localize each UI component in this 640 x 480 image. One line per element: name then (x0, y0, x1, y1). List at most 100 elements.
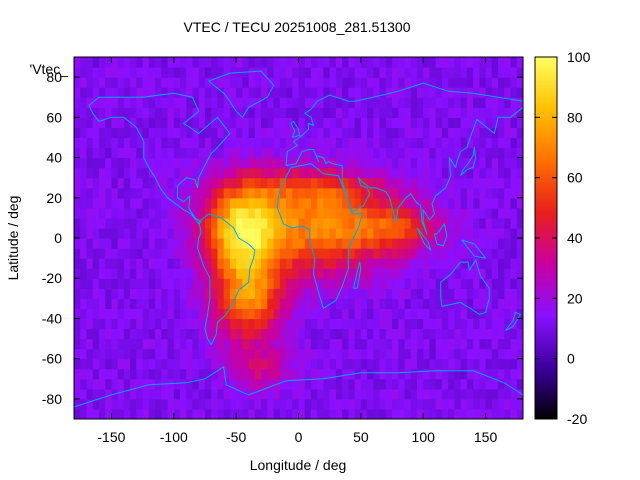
heatmap-cell (161, 288, 169, 299)
heatmap-cell (479, 398, 487, 410)
heatmap-cell (142, 298, 150, 309)
heatmap-cell (186, 57, 194, 68)
heatmap-cell (441, 338, 449, 350)
heatmap-cell (117, 358, 125, 370)
heatmap-cell (398, 308, 406, 320)
heatmap-cell (410, 227, 418, 239)
heatmap-cell (379, 77, 387, 88)
heatmap-cell (498, 77, 505, 88)
heatmap-cell (398, 127, 406, 139)
heatmap-cell (242, 197, 250, 209)
heatmap-cell (460, 378, 468, 390)
heatmap-cell (92, 298, 100, 309)
heatmap-cell (504, 238, 512, 249)
heatmap-cell (317, 157, 325, 169)
heatmap-cell (323, 107, 331, 118)
heatmap-cell (111, 328, 119, 340)
heatmap-cell (223, 378, 231, 390)
heatmap-cell (429, 227, 437, 239)
heatmap-cell (398, 117, 406, 128)
heatmap-cell (117, 107, 125, 118)
heatmap-cell (142, 258, 150, 269)
heatmap-cell (92, 408, 100, 419)
heatmap-cell (211, 288, 219, 299)
heatmap-cell (92, 348, 100, 360)
heatmap-cell (510, 177, 518, 189)
heatmap-cell (167, 338, 175, 350)
heatmap-cell (273, 368, 281, 380)
heatmap-cell (385, 398, 393, 410)
heatmap-cell (292, 157, 300, 169)
heatmap-cell (173, 298, 181, 309)
heatmap-cell (342, 157, 349, 169)
heatmap-cell (404, 308, 412, 320)
heatmap-cell (167, 348, 175, 360)
heatmap-cell (273, 117, 281, 128)
heatmap-cell (98, 308, 106, 320)
heatmap-cell (510, 308, 518, 320)
heatmap-cell (323, 137, 331, 149)
heatmap-cell (473, 378, 480, 390)
heatmap-cell (448, 147, 456, 159)
heatmap-cell (248, 268, 256, 279)
heatmap-cell (317, 298, 325, 309)
heatmap-cell (298, 278, 306, 289)
heatmap-cell (211, 137, 219, 149)
heatmap-cell (298, 137, 306, 149)
heatmap-cell (180, 388, 187, 400)
heatmap-cell (317, 67, 325, 78)
heatmap-cell (367, 408, 374, 419)
heatmap-cell (217, 258, 225, 269)
heatmap-cell (373, 328, 381, 340)
heatmap-cell (86, 227, 94, 239)
heatmap-cell (117, 258, 125, 269)
heatmap-cell (485, 207, 493, 219)
heatmap-cell (435, 358, 443, 370)
heatmap-cell (74, 248, 81, 259)
heatmap-cell (223, 338, 231, 350)
heatmap-cell (516, 147, 523, 159)
heatmap-cell (186, 137, 194, 149)
heatmap-cell (198, 278, 206, 289)
heatmap-cell (186, 67, 194, 78)
heatmap-cell (504, 117, 512, 128)
heatmap-cell (498, 288, 505, 299)
heatmap-cell (448, 177, 456, 189)
heatmap-cell (74, 227, 81, 239)
heatmap-cell (441, 217, 449, 229)
heatmap-cell (348, 97, 356, 108)
heatmap-cell (148, 137, 156, 149)
heatmap-cell (180, 207, 187, 219)
heatmap-cell (217, 368, 225, 380)
heatmap-cell (498, 388, 505, 400)
heatmap-cell (392, 127, 399, 139)
heatmap-cell (404, 238, 412, 249)
heatmap-cell (510, 298, 518, 309)
heatmap-cell (204, 238, 212, 249)
heatmap-cell (392, 368, 399, 380)
heatmap-cell (86, 217, 94, 229)
heatmap-cell (317, 308, 325, 320)
heatmap-cell (86, 137, 94, 149)
heatmap-cell (223, 177, 231, 189)
heatmap-cell (429, 77, 437, 88)
heatmap-cell (148, 77, 156, 88)
heatmap-cell (416, 197, 424, 209)
heatmap-cell (261, 177, 268, 189)
heatmap-cell (155, 227, 162, 239)
heatmap-cell (229, 338, 237, 350)
heatmap-cell (416, 227, 424, 239)
heatmap-cell (298, 388, 306, 400)
heatmap-cell (373, 378, 381, 390)
heatmap-cell (148, 408, 156, 419)
heatmap-cell (373, 278, 381, 289)
heatmap-cell (292, 167, 300, 179)
heatmap-cell (130, 127, 137, 139)
heatmap-cell (105, 227, 113, 239)
heatmap-cell (192, 57, 200, 68)
heatmap-cell (354, 107, 362, 118)
heatmap-cell (217, 187, 225, 199)
heatmap-cell (229, 258, 237, 269)
heatmap-cell (229, 87, 237, 98)
heatmap-cell (498, 117, 505, 128)
